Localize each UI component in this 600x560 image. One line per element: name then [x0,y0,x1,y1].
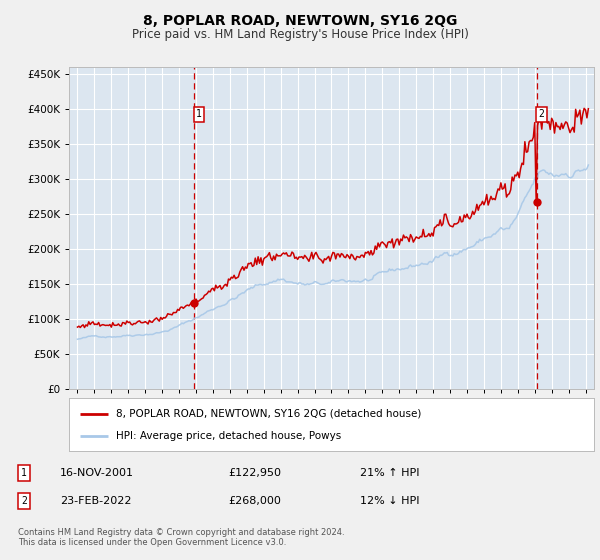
Text: Contains HM Land Registry data © Crown copyright and database right 2024.
This d: Contains HM Land Registry data © Crown c… [18,528,344,547]
Text: 16-NOV-2001: 16-NOV-2001 [60,468,134,478]
Text: 2: 2 [539,109,545,119]
Text: 1: 1 [21,468,27,478]
Text: £122,950: £122,950 [228,468,281,478]
Text: 23-FEB-2022: 23-FEB-2022 [60,496,131,506]
Text: HPI: Average price, detached house, Powys: HPI: Average price, detached house, Powy… [116,431,341,441]
Text: 21% ↑ HPI: 21% ↑ HPI [360,468,419,478]
Text: £268,000: £268,000 [228,496,281,506]
Text: 12% ↓ HPI: 12% ↓ HPI [360,496,419,506]
Text: Price paid vs. HM Land Registry's House Price Index (HPI): Price paid vs. HM Land Registry's House … [131,28,469,41]
Text: 8, POPLAR ROAD, NEWTOWN, SY16 2QG (detached house): 8, POPLAR ROAD, NEWTOWN, SY16 2QG (detac… [116,409,422,418]
Text: 1: 1 [196,109,202,119]
Text: 8, POPLAR ROAD, NEWTOWN, SY16 2QG: 8, POPLAR ROAD, NEWTOWN, SY16 2QG [143,14,457,28]
Text: 2: 2 [21,496,27,506]
